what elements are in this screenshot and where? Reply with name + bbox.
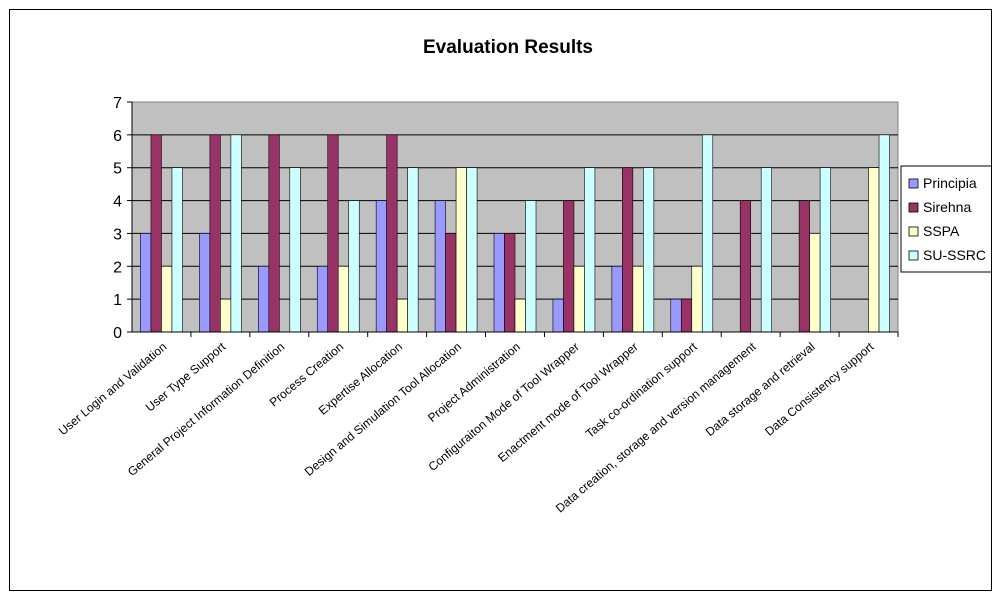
bar-sspa-8 <box>573 265 585 333</box>
y-tick-label: 6 <box>113 128 122 145</box>
bar-su-ssrc-9 <box>643 167 655 333</box>
bar-sirehna-11 <box>739 200 751 333</box>
bar-sirehna-7 <box>504 233 516 333</box>
bar-sspa-12 <box>809 233 821 333</box>
bar-sspa-7 <box>514 298 526 333</box>
bar-principia-4 <box>316 265 329 333</box>
bar-principia-3 <box>258 265 270 333</box>
bar-sspa-10 <box>691 265 703 333</box>
bar-sirehna-3 <box>268 134 280 333</box>
bar-sspa-9 <box>632 265 644 333</box>
x-tick-label: Data storage and retrieval <box>703 340 818 439</box>
legend-label: Sirehna <box>923 199 971 215</box>
bar-su-ssrc-12 <box>819 167 831 333</box>
bar-sirehna-1 <box>150 134 162 333</box>
y-tick-label: 0 <box>113 325 122 342</box>
bar-sirehna-10 <box>680 298 693 333</box>
bar-sspa-4 <box>337 265 350 333</box>
y-tick-label: 3 <box>113 226 122 243</box>
axes <box>127 101 899 337</box>
x-tick-label: Data Consistency support <box>762 339 877 438</box>
bar-su-ssrc-6 <box>466 167 478 333</box>
y-tick-labels: 0 1 2 3 4 5 6 7 <box>113 95 122 342</box>
bar-sirehna-6 <box>445 233 457 333</box>
chart-frame: Evaluation Results 0 1 2 3 4 5 6 7 User Login a… <box>9 9 992 591</box>
bar-su-ssrc-2 <box>230 134 242 333</box>
x-tick-label: Data creation, storage and version manag… <box>553 339 759 515</box>
bar-su-ssrc-4 <box>348 200 360 333</box>
bar-principia-8 <box>552 298 564 333</box>
bar-sirehna-8 <box>563 200 575 333</box>
legend-swatch <box>908 202 919 213</box>
bar-su-ssrc-13 <box>878 134 890 333</box>
y-tick-label: 7 <box>113 95 122 112</box>
bar-chart: Evaluation Results 0 1 2 3 4 5 6 7 User Login a… <box>56 37 991 515</box>
legend-label: Principia <box>923 175 977 191</box>
chart-title: Evaluation Results <box>423 37 593 58</box>
bar-su-ssrc-11 <box>760 167 772 333</box>
bar-principia-6 <box>434 200 446 333</box>
legend-label: SSPA <box>923 223 960 239</box>
bar-sspa-5 <box>396 298 408 333</box>
x-tick-label: User Login and Validation <box>56 340 170 438</box>
bar-sirehna-4 <box>327 134 339 333</box>
bar-su-ssrc-8 <box>584 167 596 333</box>
bar-principia-2 <box>199 233 211 333</box>
bar-su-ssrc-3 <box>289 167 301 333</box>
legend-swatch <box>908 250 919 261</box>
bar-sspa-2 <box>220 298 232 333</box>
bar-sspa-13 <box>868 167 880 333</box>
bar-su-ssrc-5 <box>407 167 419 333</box>
bar-sspa-6 <box>455 167 467 333</box>
bar-su-ssrc-1 <box>171 167 183 333</box>
bar-sirehna-9 <box>622 167 634 333</box>
x-tick-label: Task co-ordination support <box>583 339 700 441</box>
y-tick-label: 1 <box>113 292 122 309</box>
y-tick-label: 5 <box>113 161 122 178</box>
bar-principia-1 <box>140 233 152 333</box>
bar-su-ssrc-7 <box>525 200 537 333</box>
bar-principia-5 <box>375 200 387 333</box>
bars <box>140 134 890 333</box>
bar-su-ssrc-10 <box>701 134 714 333</box>
legend: Principia Sirehna SSPA SU-SSRC <box>900 165 991 273</box>
bar-sspa-1 <box>161 265 173 333</box>
bar-sirehna-12 <box>798 200 810 333</box>
bar-sirehna-2 <box>209 134 221 333</box>
bar-sirehna-5 <box>386 134 398 333</box>
y-tick-label: 2 <box>113 259 122 276</box>
bar-principia-10 <box>670 298 682 333</box>
legend-swatch <box>908 178 919 189</box>
legend-label: SU-SSRC <box>923 247 986 263</box>
y-tick-label: 4 <box>113 194 122 211</box>
bar-principia-7 <box>493 233 505 333</box>
bar-principia-9 <box>611 265 623 333</box>
legend-swatch <box>908 226 919 237</box>
